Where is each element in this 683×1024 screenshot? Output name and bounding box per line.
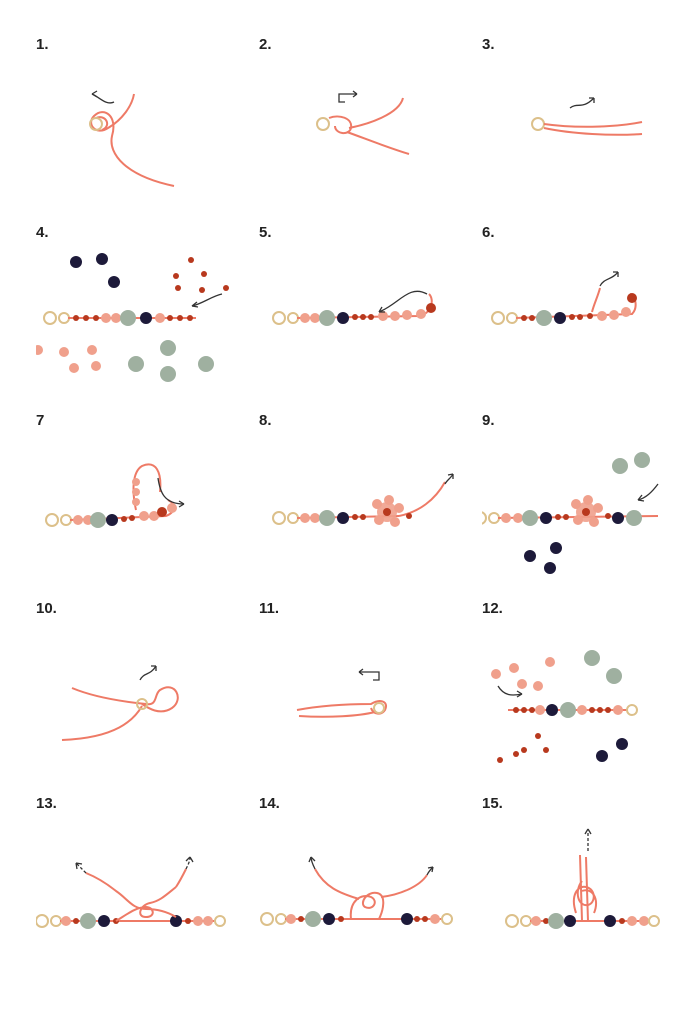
step-13-label: 13.	[36, 795, 57, 812]
step-3-illustration	[531, 97, 643, 136]
step-12-label: 12.	[482, 600, 503, 617]
step-15-illustration	[505, 828, 660, 929]
step-7-label: 7	[36, 412, 45, 429]
step-3-label: 3.	[482, 36, 495, 53]
step-4-label: 4.	[36, 224, 49, 241]
step-13-illustration	[36, 856, 226, 929]
step-8-panel: 8.	[259, 412, 483, 602]
step-1-label: 1.	[36, 36, 49, 53]
step-3-panel: 3.	[482, 36, 683, 226]
step-5-illustration	[272, 290, 436, 326]
step-8-label: 8.	[259, 412, 272, 429]
step-11-illustration	[296, 668, 387, 718]
step-7-illustration	[45, 463, 185, 528]
step-6-label: 6.	[482, 224, 495, 241]
step-11-label: 11.	[259, 600, 280, 617]
step-5-panel: 5.	[259, 224, 483, 414]
step-5-label: 5.	[259, 224, 272, 241]
step-9-label: 9.	[482, 412, 495, 429]
step-14-illustration	[260, 856, 453, 927]
step-10-illustration	[61, 665, 179, 741]
step-12-panel: 12.	[482, 600, 683, 790]
step-4-illustration	[36, 253, 229, 382]
step-1-panel: 1.	[36, 36, 260, 226]
step-2-label: 2.	[259, 36, 272, 53]
step-10-label: 10.	[36, 600, 57, 617]
step-7-panel: 7	[36, 412, 260, 602]
step-11-panel: 11.	[259, 600, 483, 790]
step-14-label: 14.	[259, 795, 280, 812]
step-4-panel: 4.	[36, 224, 260, 414]
step-15-label: 15.	[482, 795, 503, 812]
step-2-illustration	[316, 90, 410, 155]
step-13-panel: 13.	[36, 795, 260, 985]
step-8-illustration	[272, 473, 454, 527]
step-9-illustration	[482, 452, 659, 574]
step-15-panel: 15.	[482, 795, 683, 985]
step-2-panel: 2.	[259, 36, 483, 226]
step-6-illustration	[491, 271, 637, 326]
step-14-panel: 14.	[259, 795, 483, 985]
step-6-panel: 6.	[482, 224, 683, 414]
step-1-illustration	[89, 90, 175, 187]
step-10-panel: 10.	[36, 600, 260, 790]
step-9-panel: 9.	[482, 412, 683, 602]
step-12-illustration	[491, 650, 638, 763]
